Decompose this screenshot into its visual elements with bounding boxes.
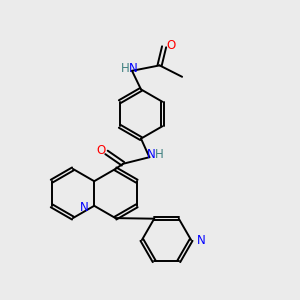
Text: H: H <box>154 148 164 161</box>
Text: O: O <box>166 39 175 52</box>
Text: N: N <box>196 233 205 247</box>
Text: N: N <box>146 148 155 161</box>
Text: N: N <box>129 62 138 75</box>
Text: O: O <box>96 144 105 157</box>
Text: N: N <box>80 201 89 214</box>
Text: H: H <box>121 62 130 75</box>
